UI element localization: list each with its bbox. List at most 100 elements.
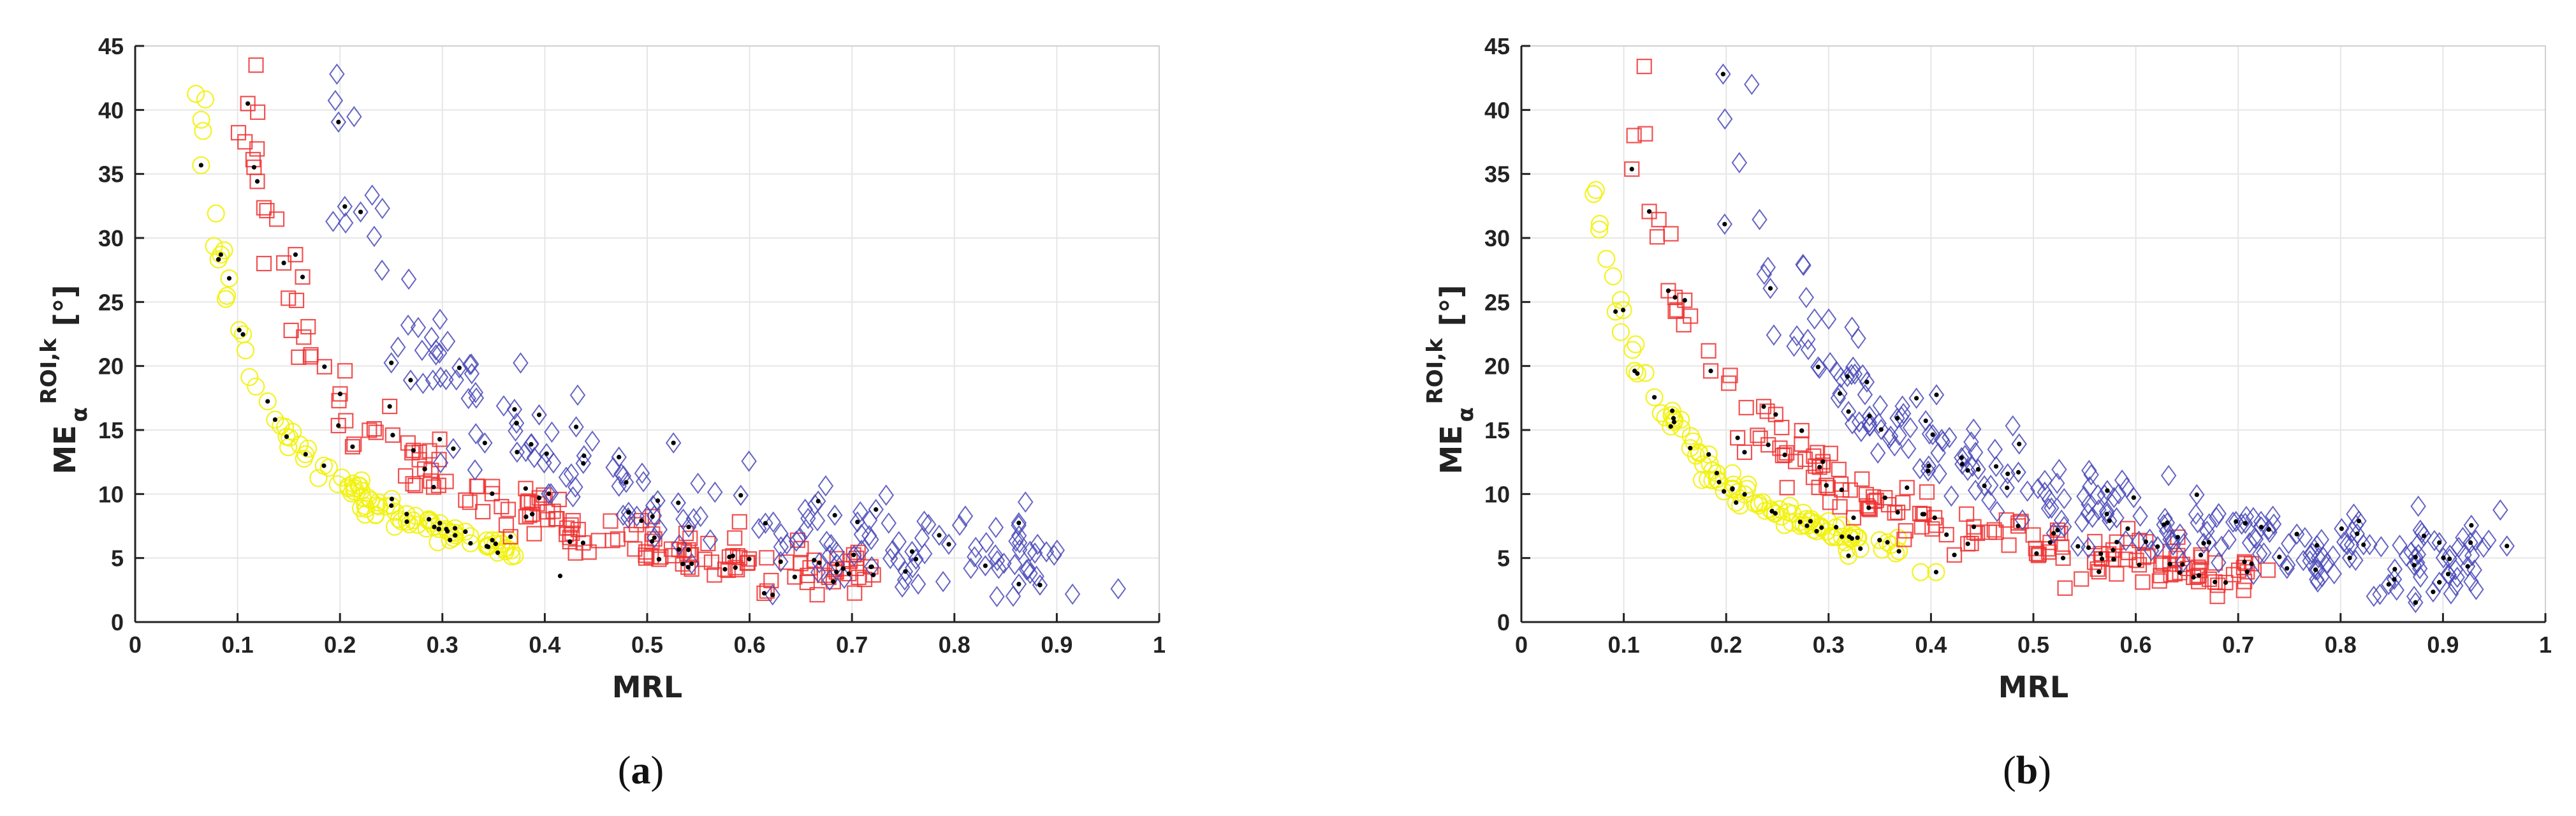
scatter-point-diamond [1861, 415, 1878, 437]
scatter-point-diamond [1752, 209, 1767, 230]
scatter-point-circle [1761, 500, 1780, 519]
scatter-point-diamond [690, 472, 706, 494]
scatter-point-square [1750, 427, 1766, 443]
scatter-point-dot [432, 524, 437, 530]
scatter-point-diamond [1967, 479, 1984, 501]
scatter-point-diamond [1959, 459, 1976, 481]
scatter-point-dot [1846, 409, 1851, 414]
scatter-point-circle [456, 523, 474, 541]
scatter-point-circle [1623, 341, 1642, 359]
scatter-point-dot [2165, 520, 2170, 525]
scatter-point-diamond [544, 421, 560, 443]
scatter-point-square [564, 525, 580, 541]
scatter-point-square [2153, 568, 2169, 584]
scatter-point-circle [258, 392, 277, 411]
scatter-point-diamond [788, 530, 805, 552]
scatter-point-square [240, 96, 256, 112]
scatter-point-circle [1822, 526, 1840, 545]
scatter-point-dot [321, 463, 326, 468]
scatter-point-square [400, 435, 416, 451]
scatter-point-dot [2413, 554, 2418, 560]
scatter-point-diamond [2309, 568, 2325, 590]
scatter-point-dot [2162, 522, 2167, 527]
scatter-point-diamond [569, 384, 586, 406]
scatter-point-diamond [2297, 526, 2313, 549]
y-axis-title: ME α ROI,k [°] [36, 285, 92, 474]
x-tick-label: 0.3 [427, 632, 458, 658]
scatter-point-diamond [374, 197, 390, 219]
scatter-point-dot [1820, 459, 1826, 464]
x-tick-label: 0.7 [2222, 632, 2254, 658]
scatter-point-diamond [2211, 552, 2227, 574]
panel-label: (a) [618, 749, 664, 792]
scatter-point-square [1626, 128, 1642, 144]
scatter-point-diamond [1020, 558, 1036, 580]
x-tick-label: 0.6 [2120, 632, 2152, 658]
scatter-point-diamond [2441, 544, 2458, 566]
scatter-point-diamond [439, 330, 456, 352]
scatter-point-diamond [545, 452, 562, 474]
scatter-point-circle [196, 90, 215, 108]
scatter-point-diamond [821, 544, 838, 566]
x-tick-label: 0.5 [2017, 632, 2049, 658]
x-tick-label: 0.8 [939, 632, 970, 658]
scatter-point-diamond [400, 315, 416, 336]
scatter-point-square [1895, 494, 1911, 511]
scatter-point-dot [582, 453, 587, 458]
scatter-point-diamond [2199, 520, 2215, 542]
scatter-point-dot [855, 519, 860, 524]
scatter-point-dot [573, 424, 579, 429]
y-tick-label: 25 [98, 289, 124, 315]
scatter-point-circle [1590, 220, 1609, 239]
scatter-point-square [366, 420, 382, 437]
scatter-point-dot [2034, 551, 2039, 556]
scatter-point-diamond [1064, 583, 1081, 605]
scatter-point-dot [2055, 528, 2060, 533]
scatter-point-square [2201, 571, 2217, 587]
scatter-point-diamond [2037, 481, 2053, 503]
scatter-point-dot [284, 434, 289, 439]
scatter-point-dot [2437, 580, 2442, 585]
scatter-point-diamond [1018, 491, 1034, 513]
scatter-point-diamond [991, 558, 1007, 579]
scatter-point-dot [1952, 553, 1957, 558]
scatter-point-dot [832, 513, 837, 518]
scatter-point-square [1774, 419, 1790, 436]
scatter-point-dot [1930, 432, 1935, 437]
scatter-point-dot [738, 493, 743, 498]
scatter-point-diamond [2416, 525, 2432, 547]
scatter-point-dot [2143, 539, 2149, 544]
scatter-point-square [539, 512, 556, 528]
scatter-point-dot [846, 571, 851, 576]
scatter-point-diamond [2175, 551, 2191, 573]
scatter-point-diamond [1799, 329, 1816, 350]
scatter-point-diamond [2102, 510, 2118, 531]
scatter-point-diamond [2051, 459, 2067, 480]
scatter-point-dot [303, 452, 308, 457]
scatter-point-dot [2421, 533, 2427, 538]
scatter-point-diamond [2262, 521, 2278, 544]
scatter-point-dot [2017, 441, 2022, 447]
scatter-point-square [384, 427, 401, 443]
scatter-point-diamond [1921, 455, 1937, 477]
scatter-point-dot [983, 563, 988, 568]
scatter-point-dot [649, 538, 655, 544]
scatter-point-dot [730, 553, 735, 558]
scatter-point-diamond [467, 459, 483, 481]
scatter-point-diamond [2056, 487, 2072, 510]
scatter-point-square [1779, 480, 1795, 496]
scatter-point-square [2119, 521, 2136, 537]
scatter-point-diamond [374, 259, 390, 281]
scatter-point-diamond [773, 551, 789, 573]
scatter-point-dot [1971, 524, 1977, 530]
scatter-point-square [2209, 588, 2225, 604]
scatter-point-diamond [1965, 456, 1980, 477]
scatter-point-dot [2505, 544, 2510, 549]
scatter-point-diamond [800, 507, 816, 530]
scatter-point-diamond [2201, 531, 2217, 553]
scatter-point-circle [1645, 388, 1664, 406]
scatter-point-square [1767, 406, 1783, 422]
scatter-point-diamond [1857, 383, 1873, 406]
scatter-point-diamond [1795, 253, 1811, 276]
scatter-point-square [2135, 574, 2151, 590]
